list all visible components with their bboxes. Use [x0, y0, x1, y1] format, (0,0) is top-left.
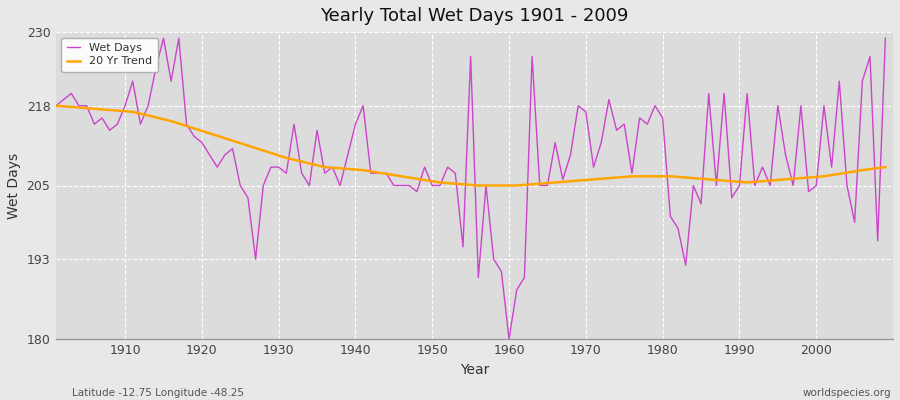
Text: worldspecies.org: worldspecies.org	[803, 388, 891, 398]
Wet Days	[511, 288, 522, 292]
Wet Days	[611, 128, 622, 133]
Line: Wet Days: Wet Days	[56, 38, 886, 339]
Text: Latitude -12.75 Longitude -48.25: Latitude -12.75 Longitude -48.25	[72, 388, 244, 398]
Title: Yearly Total Wet Days 1901 - 2009: Yearly Total Wet Days 1901 - 2009	[320, 7, 629, 25]
20 Yr Trend	[472, 183, 483, 188]
Line: 20 Yr Trend: 20 Yr Trend	[56, 106, 886, 186]
Wet Days	[50, 103, 61, 108]
Wet Days	[335, 183, 346, 188]
Wet Days	[112, 122, 122, 126]
20 Yr Trend	[327, 165, 338, 170]
20 Yr Trend	[112, 108, 122, 113]
20 Yr Trend	[604, 176, 615, 180]
Wet Days	[289, 122, 300, 126]
Wet Days	[158, 36, 169, 40]
Legend: Wet Days, 20 Yr Trend: Wet Days, 20 Yr Trend	[61, 38, 158, 72]
X-axis label: Year: Year	[460, 363, 490, 377]
20 Yr Trend	[504, 183, 515, 188]
20 Yr Trend	[50, 103, 61, 108]
20 Yr Trend	[511, 183, 522, 188]
20 Yr Trend	[281, 156, 292, 160]
20 Yr Trend	[880, 165, 891, 170]
Y-axis label: Wet Days: Wet Days	[7, 152, 21, 218]
Wet Days	[504, 336, 515, 341]
Wet Days	[519, 275, 530, 280]
Wet Days	[880, 36, 891, 40]
